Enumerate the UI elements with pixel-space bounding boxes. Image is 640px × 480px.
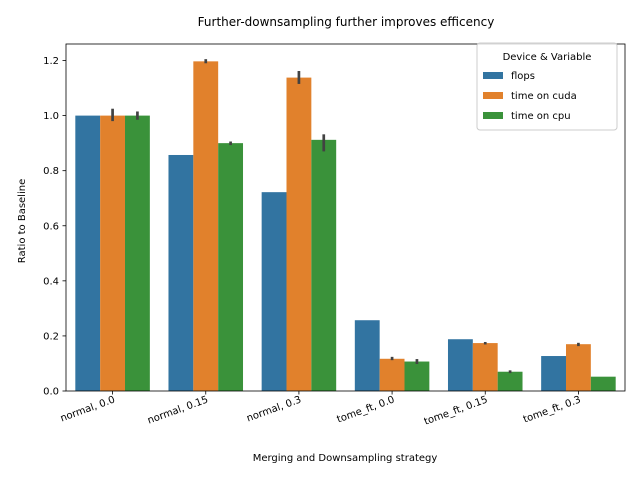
bar-time-on-cuda-1 <box>193 61 219 391</box>
bar-time-on-cuda-2 <box>286 77 312 391</box>
bar-flops-5 <box>541 356 566 391</box>
bar-flops-2 <box>261 192 287 391</box>
y-tick-label: 0.0 <box>43 387 59 398</box>
legend-swatch-flops <box>483 72 503 79</box>
x-tick-label: tome_ft, 0.15 <box>423 394 490 427</box>
legend-title: Device & Variable <box>503 52 592 63</box>
y-tick-label: 1.0 <box>43 111 59 122</box>
y-axis-label: Ratio to Baseline <box>17 179 28 263</box>
legend-swatch-time-on-cpu <box>483 112 503 119</box>
legend-label-flops: flops <box>511 71 535 82</box>
bar-flops-4 <box>447 339 473 391</box>
legend-swatch-time-on-cuda <box>483 92 503 99</box>
bar-time-on-cpu-3 <box>404 361 430 391</box>
bar-time-on-cuda-3 <box>379 358 405 391</box>
bar-time-on-cpu-1 <box>218 143 244 391</box>
bar-flops-1 <box>168 154 194 391</box>
x-axis-label: Merging and Downsampling strategy <box>253 453 438 464</box>
plot-area <box>65 43 626 392</box>
axes-frame <box>65 43 626 392</box>
legend-frame <box>476 42 618 131</box>
bar-flops-0 <box>75 115 101 391</box>
x-tick-label: normal, 0.15 <box>146 394 210 426</box>
legend: Device & Variable flops time on cuda time … <box>476 42 618 131</box>
bar-flops-3 <box>354 320 380 391</box>
bar-time-on-cuda-5 <box>565 344 591 391</box>
y-axis: 0.0 0.2 0.4 0.6 0.8 1.0 1.2 <box>43 56 66 398</box>
x-tick-label: tome_ft, 0.3 <box>522 394 583 425</box>
x-tick-label: tome_ft, 0.0 <box>336 394 397 425</box>
legend-label-time-on-cpu: time on cpu <box>511 111 571 122</box>
bar-time-on-cpu-2 <box>311 139 337 391</box>
x-tick-label: normal, 0.3 <box>245 394 303 424</box>
x-axis: normal, 0.0 normal, 0.15 normal, 0.3 tome_f… <box>59 391 582 428</box>
bar-time-on-cpu-5 <box>590 376 616 391</box>
y-tick-label: 1.2 <box>43 56 59 67</box>
bar-time-on-cuda-0 <box>100 115 126 391</box>
legend-label-time-on-cuda: time on cuda <box>511 91 577 102</box>
y-tick-label: 0.4 <box>43 276 59 287</box>
y-tick-label: 0.8 <box>43 166 59 177</box>
x-tick-label: normal, 0.0 <box>59 394 117 424</box>
chart-title: Further-downsampling further improves ef… <box>198 15 495 29</box>
bar-time-on-cpu-0 <box>125 115 150 391</box>
bar-time-on-cpu-4 <box>497 371 523 391</box>
y-tick-label: 0.2 <box>43 331 59 342</box>
bar-time-on-cuda-4 <box>472 343 498 391</box>
y-tick-label: 0.6 <box>43 221 59 232</box>
